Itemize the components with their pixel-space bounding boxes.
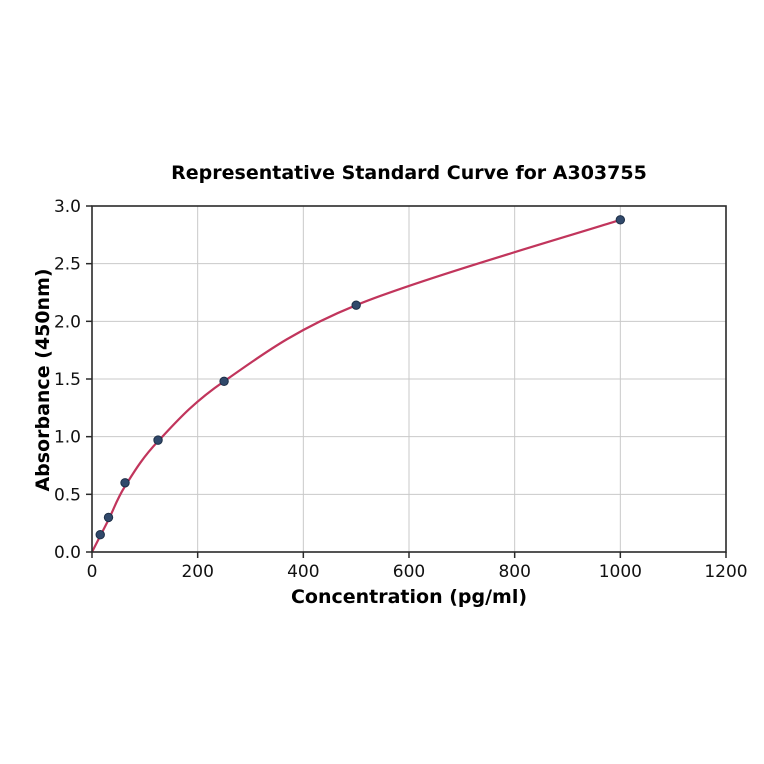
y-tick-label: 1.5 bbox=[54, 370, 81, 390]
data-point bbox=[120, 478, 130, 488]
y-tick-label: 2.0 bbox=[54, 312, 81, 332]
x-tick-label: 600 bbox=[393, 562, 425, 582]
y-tick-label: 0.0 bbox=[54, 543, 81, 563]
x-axis-label: Concentration (pg/ml) bbox=[290, 586, 528, 608]
data-point bbox=[103, 512, 114, 523]
x-tick-label: 1000 bbox=[599, 562, 642, 582]
data-point bbox=[153, 435, 163, 445]
data-point bbox=[219, 376, 229, 387]
y-tick-label: 3.0 bbox=[54, 197, 81, 217]
data-point bbox=[351, 300, 361, 310]
y-tick-label: 0.5 bbox=[54, 485, 81, 505]
x-tick-label: 1200 bbox=[704, 562, 747, 582]
y-tick-label: 2.5 bbox=[54, 255, 81, 275]
x-tick-label: 200 bbox=[181, 562, 213, 582]
data-point bbox=[615, 215, 626, 225]
x-tick-label: 0 bbox=[87, 562, 98, 582]
x-tick-label: 400 bbox=[287, 562, 319, 582]
fit-curve bbox=[91, 218, 621, 553]
data-point bbox=[95, 530, 105, 540]
chart-title: Representative Standard Curve for A30375… bbox=[171, 162, 647, 184]
y-tick-label: 1.0 bbox=[54, 428, 81, 448]
x-tick-label: 800 bbox=[498, 562, 530, 582]
